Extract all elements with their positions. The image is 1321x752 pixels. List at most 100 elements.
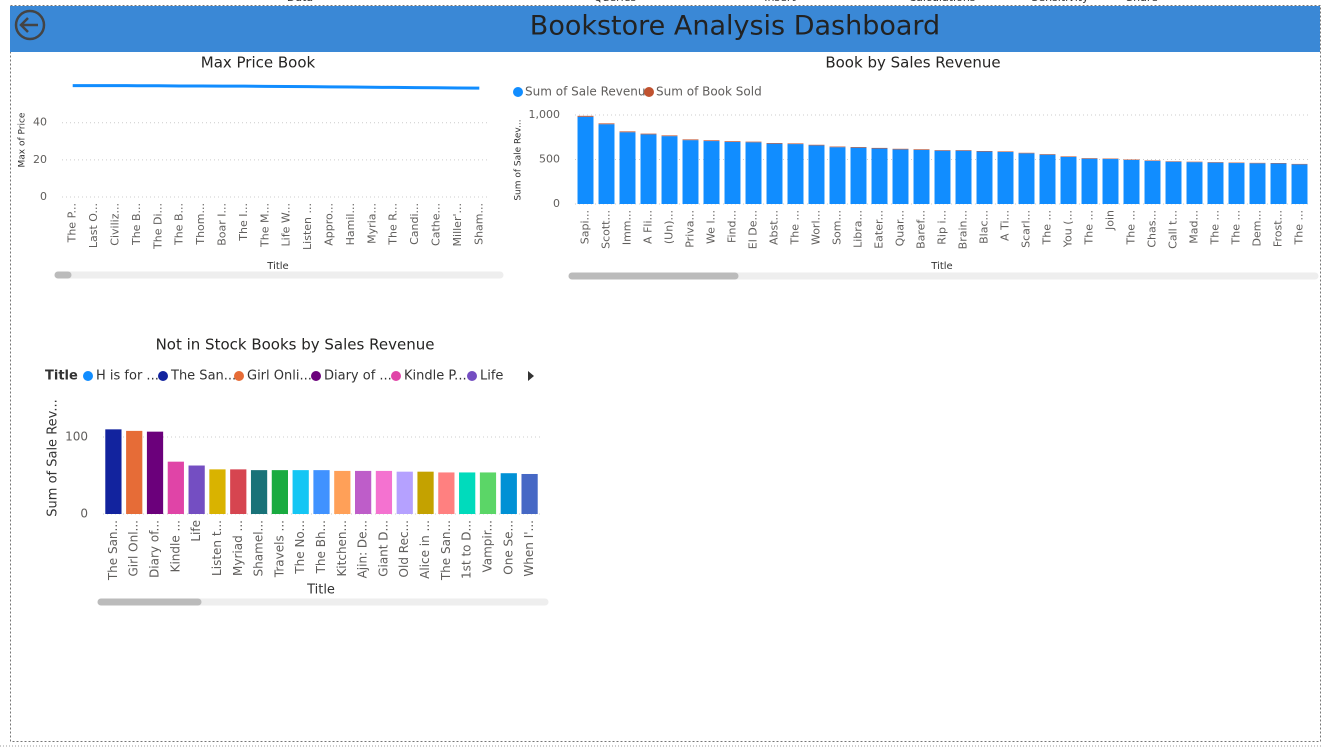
bar-segment [703,141,720,204]
x-tick-label: Rip i... [936,210,949,245]
bar-segment [892,149,909,204]
bar [375,470,393,514]
x-tick-label: Mad... [1188,210,1201,244]
x-tick-label: A Fli... [642,210,655,244]
legend-marker [234,371,244,381]
legend-marker [83,371,93,381]
x-tick-label: You (... [1062,210,1075,248]
header-bar [10,6,1320,52]
x-tick-label: Join [1104,210,1117,231]
legend-label: The San... [170,369,236,384]
legend-title: Title [45,369,78,384]
bar [167,461,184,514]
bar [230,469,247,514]
x-tick-label: The P... [66,203,79,243]
x-tick-label: The R... [387,203,400,246]
x-tick-label: Call t... [1167,210,1180,249]
line [72,84,480,90]
bar-segment [619,131,636,133]
bar [417,471,434,514]
x-tick-label: The ... [1230,210,1243,245]
x-tick-label: The ... [1083,210,1096,245]
x-tick-label: Sham... [472,203,485,245]
bar-segment [808,145,825,204]
x-tick-label: The San... [106,520,120,581]
x-tick-label: The ... [1041,210,1054,245]
bar [292,470,309,514]
bar-segment [934,150,951,204]
x-tick-label: Chas... [1146,210,1159,248]
bar-segment [976,151,993,204]
x-tick-label: Boar I... [216,203,229,246]
x-tick-label: Life [189,520,203,542]
back-button[interactable] [14,9,46,41]
x-tick-label: Myria... [365,203,378,244]
x-tick-label: Candi... [408,203,421,245]
x-tick-label: Abst... [768,210,781,245]
bar [126,430,143,514]
x-tick-label: Thom... [194,203,207,246]
x-axis-label: Title [930,261,952,272]
legend-label: Kindle P... [404,369,467,384]
bar [209,469,226,514]
x-tick-label: Appro... [323,203,336,246]
x-tick-label: Girl Onl... [127,520,141,577]
bar-segment [871,148,888,204]
legend-marker [513,87,523,97]
bar-segment [577,115,594,117]
bar-segment [745,141,762,143]
bar-segment [619,132,636,204]
bar-segment [1270,163,1287,204]
x-tick-label: El De... [747,210,760,249]
y-tick-label: 0 [80,507,88,521]
bar-segment [1249,163,1266,204]
legend-next[interactable] [528,371,534,381]
bar-segment [913,149,930,150]
bar-segment [1039,154,1056,204]
x-tick-label: Shamel... [252,520,266,576]
bar-segment [1207,162,1224,204]
bar-segment [1228,163,1245,204]
x-tick-label: The ... [1125,210,1138,245]
x-tick-label: Cathe... [430,203,443,246]
bar-segment [808,144,825,146]
bar-segment [997,151,1014,204]
x-tick-label: Libra... [852,210,865,248]
x-tick-label: The I... [237,203,250,242]
chart-title: Max Price Book [201,54,316,72]
x-axis-label: Title [306,583,335,598]
bar [521,473,538,514]
x-tick-label: Scarl... [1020,210,1033,248]
ribbon-tab: Sensitivity [1031,0,1089,4]
bar-segment [640,133,657,135]
x-tick-label: Old Rec... [397,520,411,577]
bar-segment [1018,152,1035,154]
bar [459,472,476,514]
bar-segment [1144,160,1161,204]
y-tick-label: 1,000 [529,108,561,121]
x-tick-label: Listen ... [301,203,314,250]
bar [500,473,517,514]
y-tick-label: 40 [33,116,47,129]
x-tick-label: Brain... [957,210,970,249]
bar-segment [787,143,804,145]
y-tick-label: 100 [65,430,88,444]
x-tick-label: Giant D... [376,520,390,577]
legend-marker [644,87,654,97]
bar-segment [598,123,615,125]
bar [313,470,330,514]
bar-segment [766,143,783,144]
x-tick-label: The ... [1293,210,1306,245]
bar [271,470,288,514]
x-tick-label: Kitchen... [335,520,349,577]
x-tick-label: One Se... [501,520,515,575]
bar-segment [1081,158,1098,204]
x-tick-label: Eater... [873,210,886,249]
bar-segment [1186,162,1203,204]
legend-label: Life [480,369,503,384]
chart-title: Book by Sales Revenue [825,54,1000,72]
ribbon-tab: Share [1126,0,1158,4]
x-tick-label: Priva... [684,210,697,248]
ribbon-tab: Insert [764,0,796,4]
bar-segment [1018,153,1035,204]
